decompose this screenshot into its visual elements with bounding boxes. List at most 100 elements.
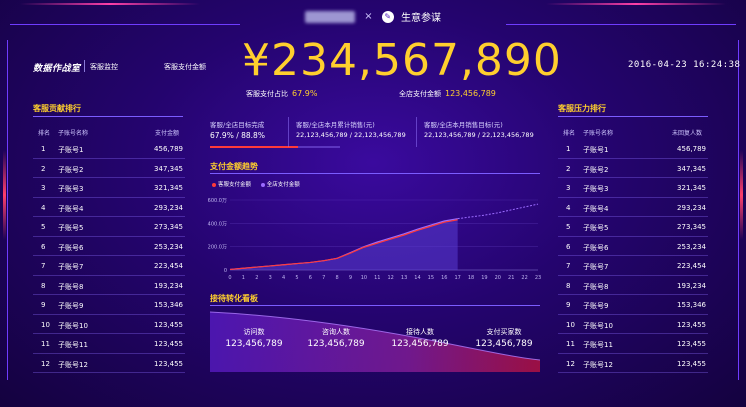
rank-row: 1 子账号1 456,789 bbox=[558, 139, 708, 159]
funnel-shape bbox=[210, 311, 540, 372]
series-service-line bbox=[229, 219, 458, 271]
header-brand: × ✎ 生意参谋 bbox=[0, 9, 746, 25]
account-name: 子账号9 bbox=[583, 302, 609, 310]
blurred-shop-name bbox=[305, 10, 356, 23]
x-tick-label: 4 bbox=[282, 275, 285, 281]
rank-number: 10 bbox=[566, 320, 575, 329]
kpi-ratio-value: 67.9% bbox=[292, 89, 318, 98]
frame-right-line bbox=[738, 40, 739, 380]
rank-row: 8 子账号8 193,234 bbox=[558, 276, 708, 295]
stat-monthly-sales-label: 客服/全店本月累计销售(元) bbox=[296, 121, 375, 129]
stat-monthly-target-value: 22,123,456,789 / 22,123,456,789 bbox=[424, 131, 534, 139]
rank-value: 123,455 bbox=[154, 320, 183, 329]
account-name: 子账号4 bbox=[58, 204, 84, 213]
rank-row: 4 子账号4 293,234 bbox=[558, 198, 708, 217]
frame-side-glow-left bbox=[3, 150, 6, 240]
war-room-logo: 数据作战室 bbox=[33, 64, 81, 74]
rank-row: 10 子账号10 123,455 bbox=[558, 315, 708, 334]
account-name: 子账号5 bbox=[583, 224, 609, 232]
rank-number: 4 bbox=[41, 203, 46, 212]
account-name: 子账号2 bbox=[58, 165, 84, 174]
frame-left-line bbox=[7, 40, 8, 380]
datetime-display: 2016-04-23 16:24:38 bbox=[628, 60, 741, 70]
stat-target-label: 客服/全店目标完成 bbox=[210, 121, 265, 129]
rank-value: 293,234 bbox=[154, 203, 183, 212]
brand-logo-icon: ✎ bbox=[381, 10, 394, 23]
x-tick-label: 5 bbox=[295, 275, 298, 281]
rank-value: 273,345 bbox=[154, 223, 183, 231]
account-name: 子账号8 bbox=[583, 282, 609, 291]
rank-value: 123,455 bbox=[677, 340, 706, 348]
x-tick-label: 22 bbox=[521, 275, 527, 281]
x-tick-label: 19 bbox=[481, 275, 487, 281]
rank-row: 5 子账号5 273,345 bbox=[558, 217, 708, 237]
account-name: 子账号8 bbox=[58, 282, 84, 291]
x-tick-label: 17 bbox=[454, 275, 460, 281]
rank-value: 153,346 bbox=[677, 301, 706, 309]
rank-number: 6 bbox=[566, 242, 571, 251]
x-tick-label: 0 bbox=[228, 275, 231, 281]
account-name: 子账号4 bbox=[583, 204, 609, 213]
rank-value: 153,346 bbox=[154, 301, 183, 309]
rank-row: 6 子账号6 253,234 bbox=[558, 237, 708, 256]
rank-row: 8 子账号8 193,234 bbox=[33, 276, 185, 295]
funnel-underline bbox=[210, 305, 540, 306]
account-name: 子账号10 bbox=[583, 321, 613, 330]
rank-value: 223,454 bbox=[154, 262, 183, 270]
stat-divider-1 bbox=[288, 117, 289, 147]
x-tick-label: 21 bbox=[508, 275, 514, 281]
rank-number: 11 bbox=[41, 340, 50, 348]
rank-value: 456,789 bbox=[677, 145, 706, 153]
rank-row: 9 子账号9 153,346 bbox=[33, 295, 185, 315]
kpi-total: 全店支付金额 123,456,789 bbox=[399, 89, 496, 99]
x-tick-label: 18 bbox=[468, 275, 474, 281]
account-name: 子账号11 bbox=[58, 341, 88, 349]
kpi-total-label: 全店支付金额 bbox=[399, 90, 441, 98]
legend-label-b: 全店支付金额 bbox=[266, 182, 300, 188]
x-tick-label: 9 bbox=[349, 275, 352, 281]
rank-number: 7 bbox=[566, 262, 571, 270]
rank-number: 5 bbox=[41, 223, 46, 231]
kpi-ratio-label: 客服支付占比 bbox=[246, 90, 288, 98]
funnel-label: 咨询人数 bbox=[322, 328, 350, 336]
rank-number: 12 bbox=[41, 359, 50, 368]
x-tick-label: 3 bbox=[269, 275, 272, 281]
rank-value: 253,234 bbox=[154, 242, 183, 251]
rank-row: 3 子账号3 321,345 bbox=[558, 178, 708, 198]
rank-number: 4 bbox=[566, 203, 571, 212]
rank-number: 9 bbox=[41, 301, 46, 309]
x-tick-label: 6 bbox=[309, 275, 312, 281]
trend-underline bbox=[210, 173, 540, 174]
brand-name: 生意参谋 bbox=[400, 13, 441, 24]
legend-label-a: 客服支付金额 bbox=[218, 182, 252, 188]
logo-divider bbox=[84, 60, 85, 72]
account-name: 子账号10 bbox=[58, 321, 88, 330]
rank-number: 5 bbox=[566, 223, 571, 231]
left-col-rank: 排名 bbox=[38, 130, 51, 137]
kpi-ratio: 客服支付占比 67.9% bbox=[246, 89, 317, 99]
account-name: 子账号2 bbox=[583, 165, 609, 174]
rank-value: 273,345 bbox=[677, 223, 706, 231]
rank-row: 10 子账号10 123,455 bbox=[33, 315, 185, 334]
account-name: 子账号6 bbox=[583, 243, 609, 252]
rank-value: 347,345 bbox=[154, 164, 183, 173]
rank-number: 9 bbox=[566, 301, 571, 309]
legend-dot-b bbox=[260, 182, 265, 187]
account-name: 子账号6 bbox=[58, 243, 84, 252]
rank-row: 12 子账号12 123,455 bbox=[558, 354, 708, 373]
account-name: 子账号12 bbox=[583, 360, 613, 369]
rank-value: 193,234 bbox=[154, 281, 183, 290]
account-name: 子账号5 bbox=[58, 224, 84, 232]
rank-value: 293,234 bbox=[677, 203, 706, 212]
funnel-label: 接待人数 bbox=[406, 328, 434, 336]
right-panel-underline bbox=[558, 116, 708, 117]
left-panel-title: 客服贡献排行 bbox=[33, 104, 81, 113]
funnel-label: 支付买家数 bbox=[486, 328, 522, 336]
rank-number: 6 bbox=[41, 242, 46, 251]
x-tick-label: 15 bbox=[428, 275, 434, 281]
legend-dot-a bbox=[212, 182, 216, 187]
account-name: 子账号9 bbox=[58, 302, 84, 310]
x-tick-label: 12 bbox=[388, 275, 394, 281]
rank-number: 3 bbox=[566, 184, 571, 192]
rank-row: 2 子账号2 347,345 bbox=[558, 159, 708, 178]
